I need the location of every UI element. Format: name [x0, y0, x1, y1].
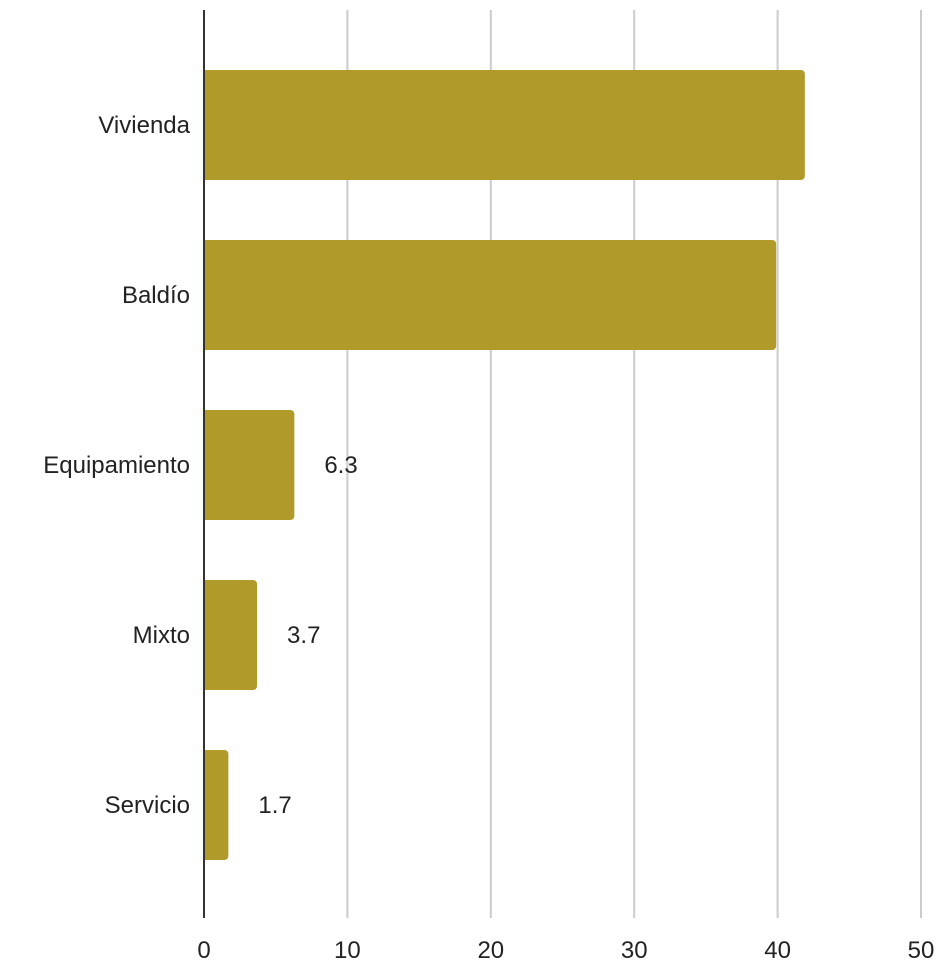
x-tick-label-50: 50	[908, 937, 935, 964]
bar-servicio-edge	[204, 750, 210, 860]
bar-baldío	[204, 240, 777, 350]
category-label-equipamiento: Equipamiento	[43, 452, 190, 479]
category-label-vivienda: Vivienda	[98, 112, 190, 139]
data-label-mixto: 3.7	[287, 622, 320, 649]
bar-vivienda	[204, 70, 805, 180]
category-label-mixto: Mixto	[133, 622, 190, 649]
x-tick-label-0: 0	[197, 937, 210, 964]
category-label-servicio: Servicio	[105, 792, 190, 819]
bar-servicio	[204, 750, 229, 860]
bar-mixto	[204, 580, 258, 690]
bars	[204, 70, 805, 860]
bar-equipamiento-edge	[204, 410, 210, 520]
bar-baldío-edge	[204, 240, 210, 350]
data-label-equipamiento: 6.3	[324, 452, 357, 479]
bar-vivienda-edge	[204, 70, 210, 180]
x-tick-label-20: 20	[477, 937, 504, 964]
labels: 0 10 20 30 40 50 Vivienda Baldío Equipamiento 6.3…	[43, 112, 934, 964]
category-label-baldío: Baldío	[122, 282, 190, 309]
data-label-servicio: 1.7	[258, 792, 291, 819]
x-tick-label-30: 30	[621, 937, 648, 964]
bar-mixto-edge	[204, 580, 210, 690]
bar-equipamiento	[204, 410, 295, 520]
x-tick-label-40: 40	[764, 937, 791, 964]
x-tick-label-10: 10	[334, 937, 361, 964]
